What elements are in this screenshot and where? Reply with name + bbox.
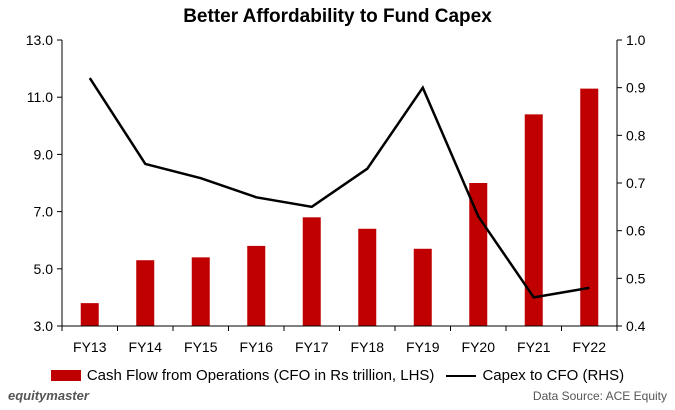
y-right-tick-label: 0.5 — [626, 270, 646, 286]
y-right-tick-label: 0.8 — [626, 127, 646, 143]
bar-fy22 — [580, 88, 599, 327]
bar-fy13 — [80, 303, 99, 326]
y-left-tick-label: 9.0 — [34, 146, 54, 162]
y-left-tick-label: 3.0 — [34, 318, 54, 334]
x-tick-label-fy22: FY22 — [573, 339, 607, 355]
data-source: Data Source: ACE Equity — [532, 389, 667, 403]
bar-fy17 — [302, 217, 321, 326]
bar-fy19 — [413, 248, 432, 326]
x-tick-label-fy18: FY18 — [351, 339, 385, 355]
legend-swatch-cfo — [50, 370, 81, 381]
x-tick-label-fy15: FY15 — [184, 339, 218, 355]
x-tick-label-fy17: FY17 — [295, 339, 329, 355]
y-right-tick-label: 0.9 — [626, 80, 646, 96]
bar-fy21 — [524, 114, 543, 326]
legend: Cash Flow from Operations (CFO in Rs tri… — [0, 367, 675, 384]
y-left-tick-label: 11.0 — [27, 89, 53, 105]
chart-title: Better Affordability to Fund Capex — [183, 6, 492, 27]
y-right-tick-label: 0.7 — [626, 175, 646, 191]
y-left-tick-label: 13.0 — [26, 32, 53, 48]
y-left-tick-label: 7.0 — [34, 204, 54, 220]
x-tick-label-fy13: FY13 — [73, 339, 107, 355]
x-tick-label-fy14: FY14 — [129, 339, 163, 355]
bar-series — [80, 88, 599, 327]
y-right-tick-label: 1.0 — [626, 32, 646, 48]
brand-logo-text: equitymaster — [8, 388, 89, 403]
capex-to-cfo-line — [88, 77, 590, 299]
bar-fy20 — [469, 183, 488, 326]
legend-item-cfo: Cash Flow from Operations (CFO in Rs tri… — [50, 367, 435, 384]
y-left-tick-label: 5.0 — [34, 261, 54, 277]
legend-swatch-capex — [446, 374, 477, 377]
legend-item-capex: Capex to CFO (RHS) — [446, 367, 624, 384]
bar-fy16 — [247, 245, 266, 326]
y-right-tick-label: 0.4 — [626, 318, 646, 334]
x-tick-label-fy20: FY20 — [462, 339, 496, 355]
bar-fy14 — [136, 260, 155, 326]
bar-fy15 — [191, 257, 210, 326]
y-right-tick-label: 0.6 — [626, 223, 646, 239]
legend-label-capex: Capex to CFO (RHS) — [482, 367, 625, 384]
line-series — [88, 77, 590, 299]
bar-fy18 — [358, 228, 377, 326]
x-tick-label-fy19: FY19 — [406, 339, 440, 355]
x-tick-label-fy21: FY21 — [517, 339, 551, 355]
axes: 3.0 5.0 7.0 9.0 11.0 13.0 0.4 0.5 0.6 0.7 0.8 0.9 1.… — [26, 32, 646, 355]
legend-label-cfo: Cash Flow from Operations (CFO in Rs tri… — [86, 367, 435, 384]
x-tick-label-fy16: FY16 — [240, 339, 274, 355]
